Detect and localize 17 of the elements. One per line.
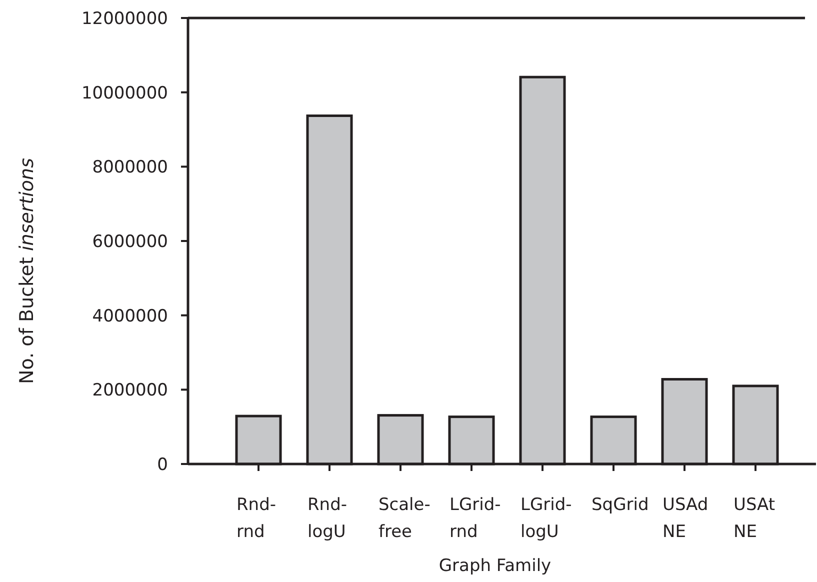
x-tick-label: Scale-free [378, 495, 430, 542]
x-tick-label: Rnd-logU [308, 495, 348, 542]
x-axis-title: Graph Family [438, 556, 552, 576]
y-tick-label: 4000000 [92, 306, 168, 326]
x-tick-label: LGrid-logU [520, 495, 572, 542]
x-tick-label: LGrid-rnd [450, 495, 501, 542]
y-tick-label: 6000000 [92, 232, 168, 252]
x-tick-label: USAd NE [662, 495, 708, 542]
y-tick-label: 2000000 [92, 380, 168, 401]
y-tick-label: 8000000 [92, 158, 168, 178]
y-tick-label: 10000000 [81, 83, 168, 104]
x-tick-label: USAt NE [734, 495, 776, 542]
y-tick-label: 12000000 [81, 8, 168, 29]
x-tick-label: Rnd-rnd [236, 495, 276, 542]
y-axis-title: No. of Bucket insertions [16, 158, 38, 384]
x-tick-label: SqGrid [592, 495, 649, 515]
y-tick-label: 0 [157, 454, 168, 475]
